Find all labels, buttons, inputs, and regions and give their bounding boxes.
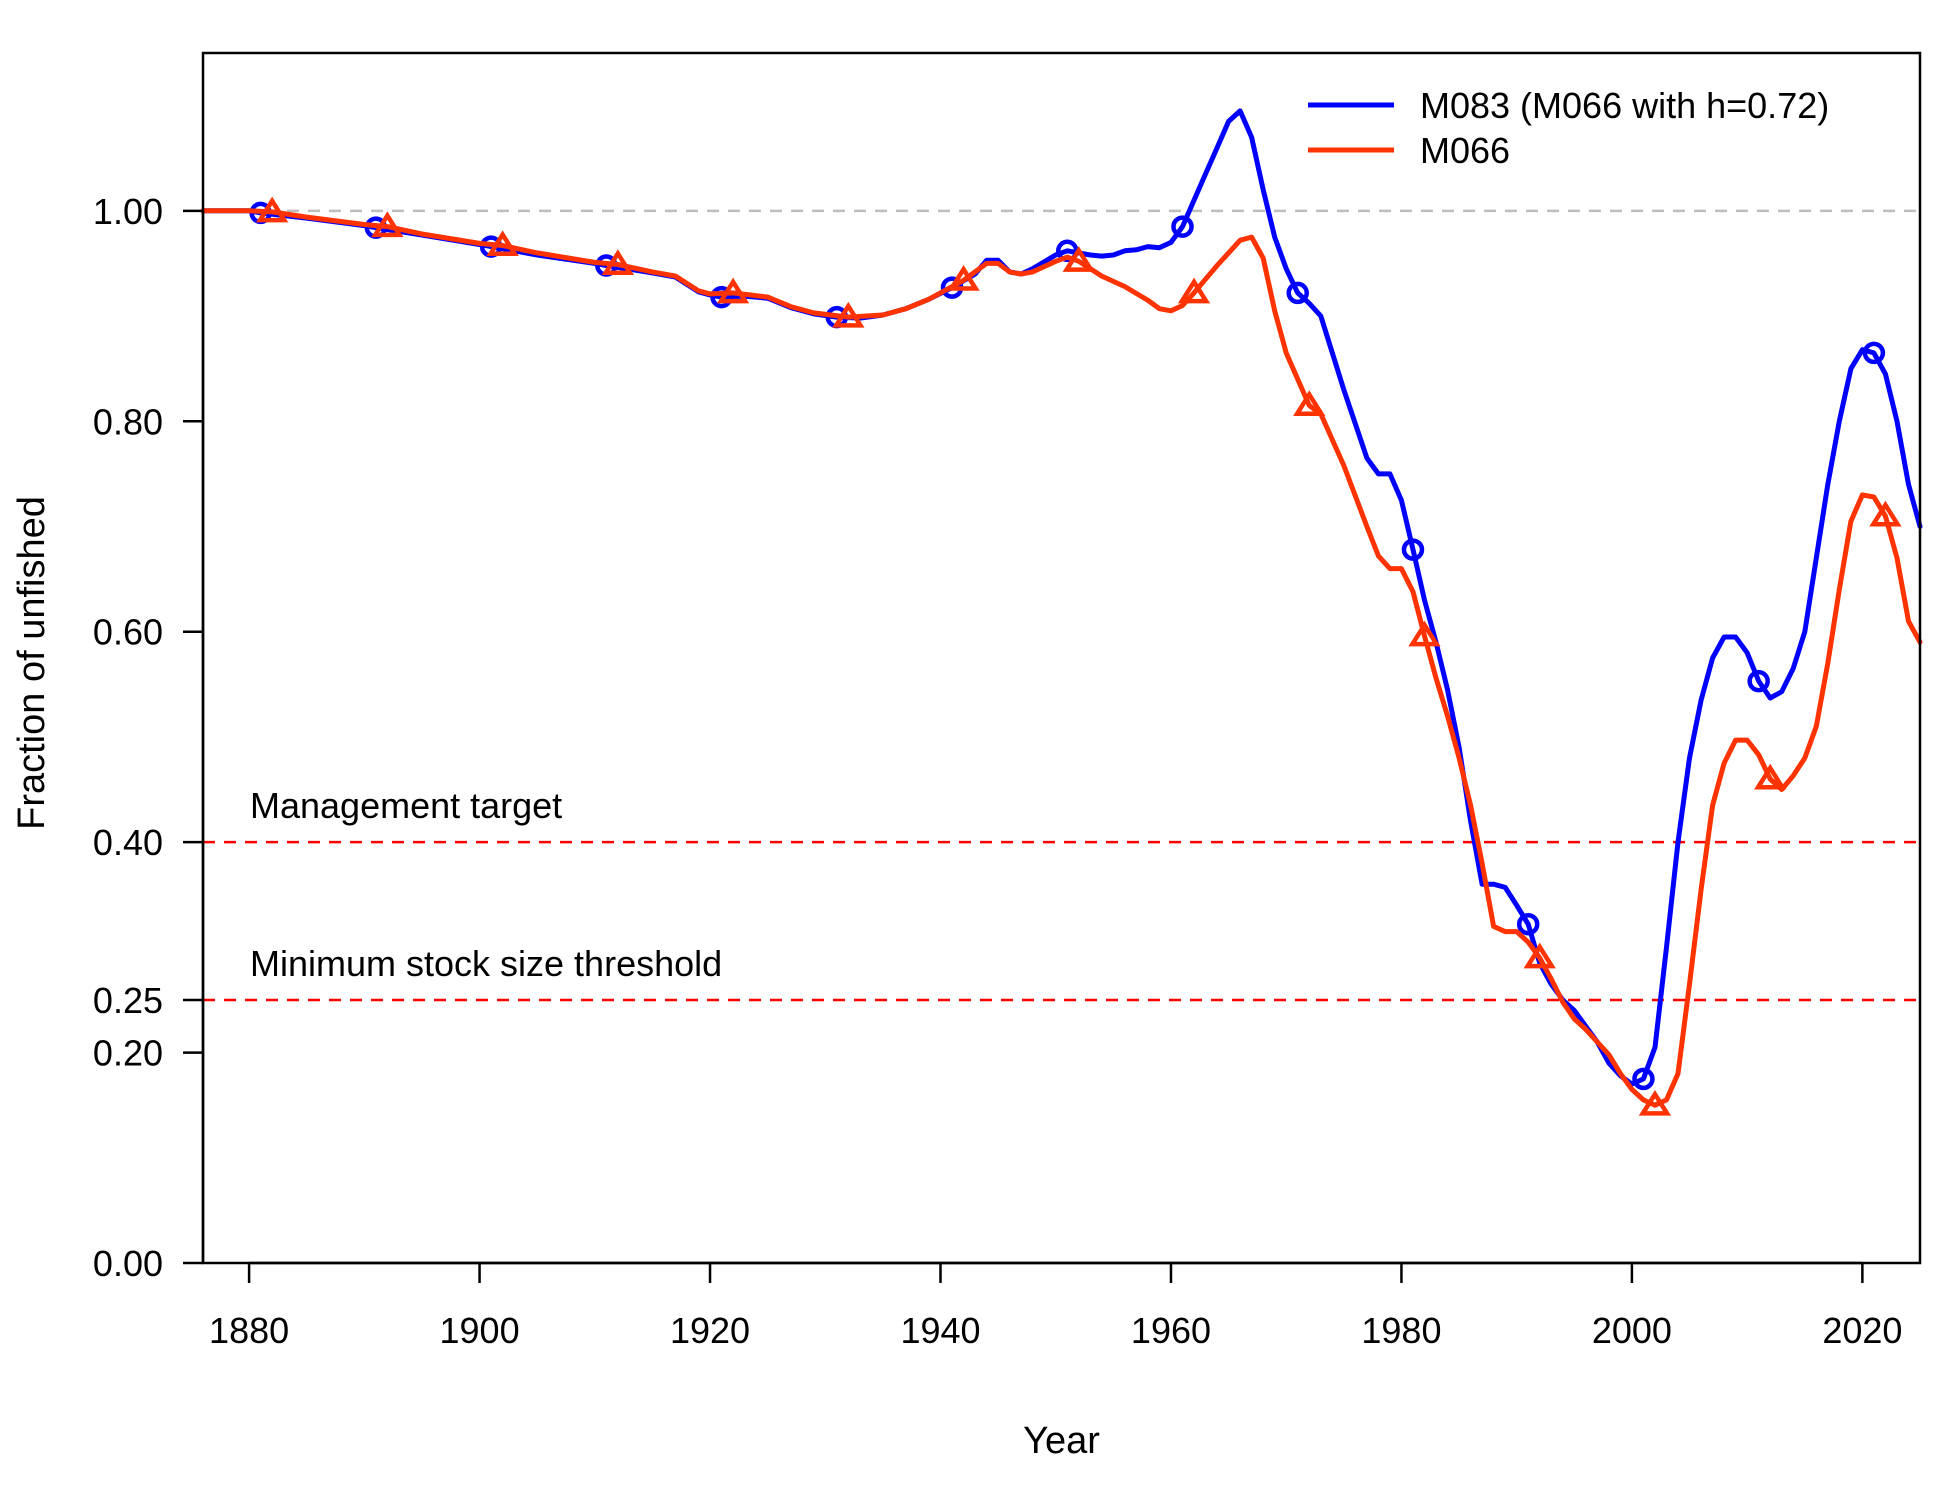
series-layer bbox=[200, 108, 1923, 1116]
legend: M083 (M066 with h=0.72)M066 bbox=[1308, 85, 1829, 171]
series-marker-circle bbox=[1862, 341, 1886, 365]
series-marker-triangle bbox=[371, 211, 404, 238]
y-tick-label: 0.25 bbox=[93, 980, 163, 1021]
x-tick-label: 1900 bbox=[440, 1310, 520, 1351]
series-marker-triangle bbox=[1754, 763, 1787, 790]
legend-label: M083 (M066 with h=0.72) bbox=[1420, 85, 1829, 126]
series-marker-triangle bbox=[486, 230, 519, 257]
series-marker-triangle bbox=[255, 196, 289, 223]
y-axis-title: Fraction of unfished bbox=[11, 496, 53, 830]
series-2 bbox=[200, 196, 1923, 1116]
x-tick-label: 2000 bbox=[1592, 1310, 1672, 1351]
x-axis-title: Year bbox=[1023, 1420, 1100, 1462]
y-tick-label: 0.80 bbox=[93, 401, 163, 442]
series-marker-triangle bbox=[832, 301, 865, 328]
series-marker-triangle bbox=[1638, 1089, 1672, 1116]
reference-line-label: Management target bbox=[250, 785, 562, 826]
x-tick-label: 1880 bbox=[209, 1310, 289, 1351]
series-marker-circle bbox=[1171, 215, 1194, 238]
y-tick-label: 0.20 bbox=[93, 1033, 163, 1074]
x-tick-label: 1920 bbox=[670, 1310, 750, 1351]
series-marker-circle bbox=[1632, 1067, 1655, 1091]
y-tick-label: 0.00 bbox=[93, 1243, 163, 1284]
series-marker-triangle bbox=[1177, 277, 1211, 304]
x-tick-label: 1960 bbox=[1131, 1310, 1211, 1351]
series-marker-circle bbox=[710, 285, 733, 309]
reference-line-label: Minimum stock size threshold bbox=[250, 943, 722, 984]
series-line bbox=[200, 208, 1923, 1108]
y-tick-label: 0.40 bbox=[93, 822, 163, 863]
y-tick-label: 1.00 bbox=[93, 191, 163, 232]
x-tick-label: 2020 bbox=[1822, 1310, 1902, 1351]
series-marker-circle bbox=[1286, 281, 1309, 305]
reference-line-labels: Management target Minimum stock size thre… bbox=[250, 785, 722, 984]
series-marker-triangle bbox=[1062, 246, 1095, 272]
legend-label: M066 bbox=[1420, 130, 1510, 171]
series-marker-circle bbox=[1747, 669, 1770, 693]
x-tick-label: 1980 bbox=[1361, 1310, 1441, 1351]
series-marker-triangle bbox=[947, 265, 980, 291]
series-marker-triangle bbox=[716, 277, 750, 304]
series-marker-triangle bbox=[1408, 620, 1441, 647]
series-marker-triangle bbox=[1293, 390, 1326, 416]
series-marker-triangle bbox=[1869, 500, 1902, 527]
reference-lines bbox=[203, 209, 1920, 1002]
series-marker-circle bbox=[1516, 912, 1540, 936]
plot-frame bbox=[201, 51, 1922, 1265]
y-tick-label: 0.60 bbox=[93, 612, 163, 653]
series-marker-triangle bbox=[601, 249, 635, 275]
series-marker-triangle bbox=[1523, 942, 1556, 969]
x-tick-label: 1940 bbox=[900, 1310, 980, 1351]
series-marker-circle bbox=[1401, 538, 1425, 561]
